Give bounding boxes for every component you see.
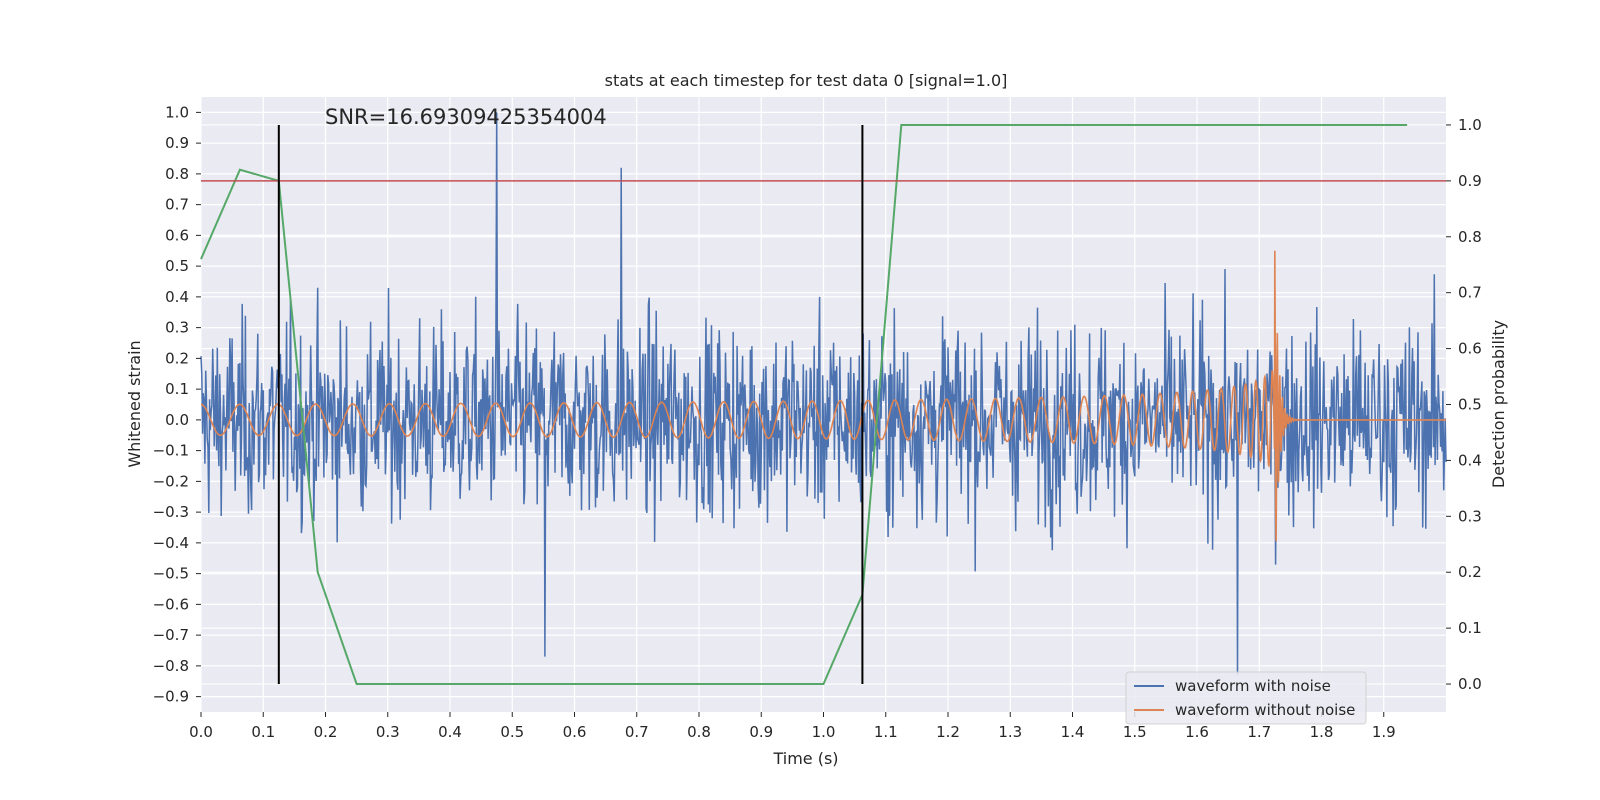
y-tick-label-left: −0.5 <box>153 565 189 583</box>
y-tick-label-left: −0.6 <box>153 595 189 613</box>
y-tick-label-left: 0.8 <box>165 165 189 183</box>
axes-layer: 0.0 0.1 0.2 0.3 0.4 0.5 0.6 0.7 0.8 0.9 1.0 1.1 1.2 1… <box>153 103 1482 741</box>
x-tick-label: 0.2 <box>314 723 338 741</box>
x-axis-label: Time (s) <box>772 749 838 768</box>
x-tick-label: 0.1 <box>251 723 275 741</box>
y-axis-label-left: Whitened strain <box>125 340 144 467</box>
y-tick-label-right: 0.8 <box>1458 228 1482 246</box>
y-tick-label-left: −0.7 <box>153 626 189 644</box>
y-tick-label-right: 0.6 <box>1458 340 1482 358</box>
y-axis-label-right: Detection probability <box>1489 320 1508 488</box>
y-tick-label-left: 1.0 <box>165 103 189 121</box>
x-tick-label: 0.8 <box>687 723 711 741</box>
y-tick-label-left: 0.2 <box>165 349 189 367</box>
legend-label-clean: waveform without noise <box>1175 701 1355 719</box>
x-tick-label: 1.1 <box>874 723 898 741</box>
y-tick-label-left: 0.4 <box>165 288 189 306</box>
y-tick-label-left: −0.2 <box>153 472 189 490</box>
y-tick-label-left: −0.4 <box>153 534 189 552</box>
x-tick-label: 0.0 <box>189 723 213 741</box>
x-tick-label: 0.9 <box>749 723 773 741</box>
x-tick-label: 0.3 <box>376 723 400 741</box>
y-tick-label-left: 0.0 <box>165 411 189 429</box>
x-tick-label: 1.3 <box>998 723 1022 741</box>
y-tick-label-right: 0.7 <box>1458 284 1482 302</box>
snr-annotation: SNR=16.69309425354004 <box>325 105 607 129</box>
legend: waveform with noise waveform without noi… <box>1125 671 1367 725</box>
y-tick-label-left: −0.9 <box>153 688 189 706</box>
chart-title: stats at each timestep for test data 0 [… <box>605 71 1008 90</box>
y-tick-label-left: 0.1 <box>165 380 189 398</box>
series-layer <box>200 112 1447 685</box>
x-tick-label: 1.0 <box>812 723 836 741</box>
x-tick-label: 1.9 <box>1372 723 1396 741</box>
y-tick-label-left: 0.7 <box>165 196 189 214</box>
x-tick-label: 0.5 <box>500 723 524 741</box>
y-tick-label-left: −0.3 <box>153 503 189 521</box>
y-tick-label-right: 0.5 <box>1458 396 1482 414</box>
x-tick-label: 0.6 <box>563 723 587 741</box>
legend-box <box>1125 671 1367 725</box>
x-tick-label: 1.6 <box>1185 723 1209 741</box>
x-tick-label: 1.4 <box>1061 723 1085 741</box>
y-tick-label-right: 0.2 <box>1458 563 1482 581</box>
y-tick-label-right: 0.9 <box>1458 172 1482 190</box>
y-tick-label-right: 0.3 <box>1458 507 1482 525</box>
y-tick-label-right: 1.0 <box>1458 116 1482 134</box>
x-tick-label: 0.4 <box>438 723 462 741</box>
x-tick-label: 0.7 <box>625 723 649 741</box>
y-tick-label-right: 0.0 <box>1458 675 1482 693</box>
y-tick-label-right: 0.4 <box>1458 451 1482 469</box>
y-tick-label-left: 0.6 <box>165 226 189 244</box>
y-tick-label-left: −0.1 <box>153 442 189 460</box>
y-tick-label-left: 0.3 <box>165 319 189 337</box>
series-line-clean <box>201 250 1446 542</box>
legend-label-noise: waveform with noise <box>1175 677 1331 695</box>
x-tick-label: 1.8 <box>1310 723 1334 741</box>
y-tick-label-right: 0.1 <box>1458 619 1482 637</box>
x-tick-label: 1.5 <box>1123 723 1147 741</box>
y-tick-label-left: 0.5 <box>165 257 189 275</box>
y-tick-label-left: 0.9 <box>165 134 189 152</box>
x-tick-label: 1.2 <box>936 723 960 741</box>
y-tick-label-left: −0.8 <box>153 657 189 675</box>
series-line-noise <box>200 112 1447 676</box>
x-tick-label: 1.7 <box>1247 723 1271 741</box>
